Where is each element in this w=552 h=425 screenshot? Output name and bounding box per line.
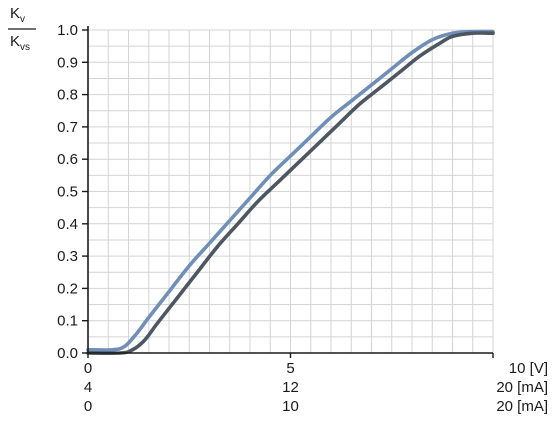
x-tick-label-right: 10 [V] [509, 360, 548, 377]
x-tick-label-mid: 12 [282, 379, 299, 396]
y-tick-label: 0.9 [57, 54, 78, 71]
grid [87, 29, 494, 354]
y-axis-label: Kv Kvs [8, 5, 36, 53]
y-tick-label: 0.1 [57, 313, 78, 330]
axes [82, 26, 494, 358]
series-line-2 [86, 31, 495, 356]
series-group [86, 29, 495, 356]
y-tick-label: 0.8 [57, 87, 78, 104]
y-tick-label: 0.7 [57, 119, 78, 136]
x-tick-labels: 0 5 10 [V] 4 12 20 [mA] 0 10 20 [mA] [84, 360, 548, 415]
y-tick-label: 0.6 [57, 151, 78, 168]
y-tick-label: 0.4 [57, 216, 78, 233]
x-tick-label-left: 0 [84, 360, 92, 377]
y-tick-labels: 0.0 0.1 0.2 0.3 0.4 0.5 0.6 0.7 0.8 0.9 1.0 [57, 22, 78, 362]
y-label-numerator: Kv [10, 5, 25, 25]
x-tick-label-mid: 10 [282, 398, 299, 415]
x-tick-label-right: 20 [mA] [496, 398, 548, 415]
y-tick-label: 1.0 [57, 22, 78, 39]
y-tick-label: 0.3 [57, 248, 78, 265]
x-tick-label-left: 4 [84, 379, 92, 396]
x-tick-label-left: 0 [84, 398, 92, 415]
y-tick-label: 0.2 [57, 280, 78, 297]
y-tick-label: 0.5 [57, 184, 78, 201]
x-tick-label-right: 20 [mA] [496, 379, 548, 396]
y-tick-label: 0.0 [57, 345, 78, 362]
x-tick-label-mid: 5 [286, 360, 294, 377]
y-label-denominator: Kvs [10, 33, 30, 53]
series-line-1 [86, 29, 495, 352]
